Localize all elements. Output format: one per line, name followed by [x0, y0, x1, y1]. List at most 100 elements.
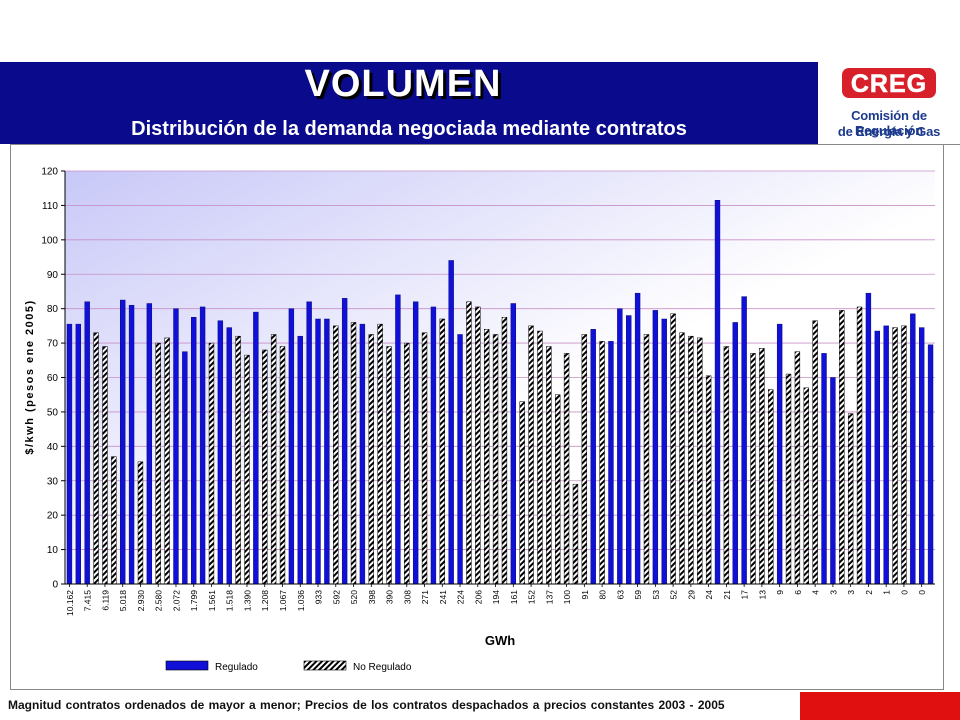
y-tick-label: 80 — [47, 304, 59, 315]
bar-no-regulado — [679, 332, 685, 585]
x-tick-label: 1.518 — [225, 590, 235, 612]
x-tick-label: 6.119 — [100, 590, 110, 611]
x-tick-label: 91 — [580, 590, 590, 600]
bar-regulado — [217, 320, 224, 585]
header-rule — [942, 144, 960, 145]
bar-no-regulado — [856, 306, 863, 585]
bar-regulado — [661, 318, 667, 585]
bar-no-regulado — [803, 387, 809, 585]
bar-no-regulado — [492, 334, 499, 585]
bar-no-regulado — [501, 317, 508, 585]
x-tick-label: 152 — [527, 590, 537, 604]
y-tick-label: 30 — [47, 476, 59, 487]
bar-regulado — [395, 294, 401, 585]
y-tick-label: 120 — [41, 167, 58, 178]
bar-regulado — [341, 298, 348, 585]
y-tick-label: 10 — [47, 545, 59, 556]
bar-regulado — [910, 313, 916, 585]
bar-regulado — [608, 341, 614, 585]
bar-no-regulado — [670, 313, 676, 585]
bar-regulado — [821, 353, 827, 585]
bar-regulado — [120, 299, 126, 585]
bar-regulado — [253, 311, 259, 585]
x-tick-label: 1.390 — [242, 590, 252, 612]
bar-regulado — [830, 377, 836, 585]
x-axis-label: GWh — [485, 633, 515, 648]
footer-note: Magnitud contratos ordenados de mayor a … — [8, 698, 725, 712]
x-tick-label: 137 — [544, 590, 554, 604]
bar-no-regulado — [563, 353, 570, 585]
bar-regulado — [359, 323, 366, 585]
x-tick-label: 52 — [669, 590, 679, 600]
bar-regulado — [732, 322, 738, 585]
logo-mark-text: CREG — [851, 70, 927, 98]
x-tick-label: 3 — [846, 590, 856, 595]
x-tick-label: 7.415 — [83, 590, 93, 612]
bar-no-regulado — [892, 327, 898, 585]
bar-no-regulado — [847, 413, 854, 585]
bar-no-regulado — [111, 456, 117, 585]
y-tick-label: 110 — [42, 201, 58, 212]
x-tick-label: 2 — [864, 590, 874, 595]
y-tick-label: 50 — [47, 407, 59, 418]
bar-regulado — [741, 296, 747, 585]
x-tick-label: 520 — [349, 590, 359, 604]
bar-no-regulado — [839, 310, 845, 585]
bar-no-regulado — [208, 342, 215, 585]
bar-no-regulado — [519, 401, 525, 585]
x-tick-label: 206 — [473, 590, 483, 604]
bar-no-regulado — [439, 318, 445, 585]
bar-no-regulado — [368, 334, 374, 585]
footer-accent-bar — [800, 692, 960, 720]
bar-no-regulado — [377, 323, 383, 585]
x-tick-label: 933 — [314, 590, 324, 604]
x-tick-label: 100 — [562, 590, 572, 604]
bar-no-regulado — [537, 330, 543, 585]
bar-no-regulado — [262, 349, 268, 585]
y-axis-label: $/kwh (pesos ene 2005) — [24, 299, 36, 454]
bar-no-regulado — [546, 346, 552, 585]
bar-no-regulado — [581, 334, 588, 585]
x-tick-label: 390 — [385, 590, 395, 604]
x-tick-label: 241 — [438, 590, 448, 604]
x-tick-label: 194 — [491, 590, 501, 604]
y-tick-label: 0 — [52, 580, 58, 591]
bar-regulado — [75, 323, 82, 585]
x-tick-label: 63 — [615, 590, 625, 600]
bar-no-regulado — [901, 325, 907, 585]
x-tick-label: 1.799 — [189, 590, 199, 612]
bar-no-regulado — [688, 335, 694, 585]
bar-regulado — [883, 325, 889, 585]
bar-regulado — [927, 344, 934, 585]
bar-no-regulado — [750, 353, 756, 585]
x-tick-label: 4 — [811, 590, 821, 595]
legend-label-no-regulado: No Regulado — [353, 662, 412, 673]
bar-no-regulado — [386, 346, 392, 585]
logo-line-2: de Energía y Gas — [837, 124, 941, 139]
y-tick-label: 20 — [47, 511, 59, 522]
bar-no-regulado — [244, 354, 250, 585]
y-tick-label: 70 — [47, 339, 59, 350]
bar-regulado — [66, 323, 73, 585]
bar-no-regulado — [279, 346, 286, 585]
x-tick-label: 24 — [704, 590, 714, 600]
x-tick-label: 1.036 — [296, 590, 306, 612]
x-tick-label: 21 — [722, 590, 732, 600]
bar-regulado — [714, 200, 721, 585]
bar-regulado — [874, 330, 880, 585]
y-tick-label: 60 — [47, 373, 59, 384]
x-tick-label: 10.162 — [65, 590, 75, 616]
bar-no-regulado — [723, 346, 730, 585]
bar-no-regulado — [93, 332, 99, 585]
bar-no-regulado — [270, 334, 277, 585]
bar-regulado — [84, 301, 90, 585]
title-banner — [0, 62, 818, 144]
bar-regulado — [288, 308, 295, 585]
bar-no-regulado — [350, 322, 357, 585]
bar-regulado — [128, 304, 135, 585]
bar-regulado — [315, 318, 321, 585]
bar-regulado — [590, 329, 596, 585]
bar-no-regulado — [785, 373, 792, 585]
bar-no-regulado — [475, 306, 481, 585]
x-tick-label: 1.208 — [260, 590, 270, 612]
